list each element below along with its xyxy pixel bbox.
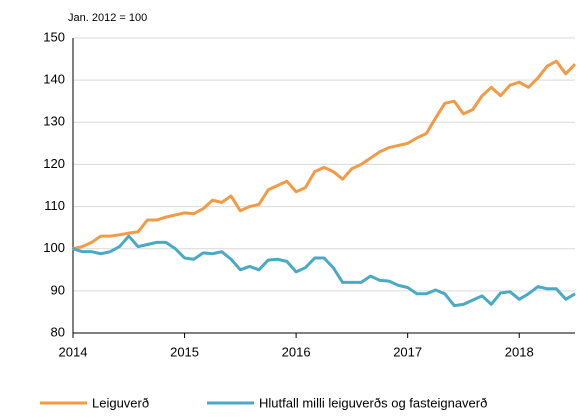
y-tick-label: 100 xyxy=(43,240,65,255)
x-tick-label: 2014 xyxy=(59,344,88,359)
y-tick-label: 130 xyxy=(43,114,65,129)
y-tick-label: 80 xyxy=(51,324,65,339)
x-tick-label: 2016 xyxy=(282,344,311,359)
y-tick-label: 150 xyxy=(43,29,65,44)
annotation: Jan. 2012 = 100 xyxy=(68,12,147,24)
legend-label: Hlutfall milli leiguverðs og fasteignave… xyxy=(259,395,487,410)
x-tick-label: 2015 xyxy=(170,344,199,359)
legend-label: Leiguverð xyxy=(92,395,149,410)
y-tick-label: 110 xyxy=(44,198,65,213)
x-tick-label: 2018 xyxy=(505,344,534,359)
y-tick-label: 90 xyxy=(51,282,65,297)
y-tick-label: 120 xyxy=(43,156,65,171)
series-line xyxy=(72,59,577,251)
y-tick-label: 140 xyxy=(43,72,65,87)
series-line xyxy=(72,234,576,308)
x-tick-label: 2017 xyxy=(393,344,422,359)
